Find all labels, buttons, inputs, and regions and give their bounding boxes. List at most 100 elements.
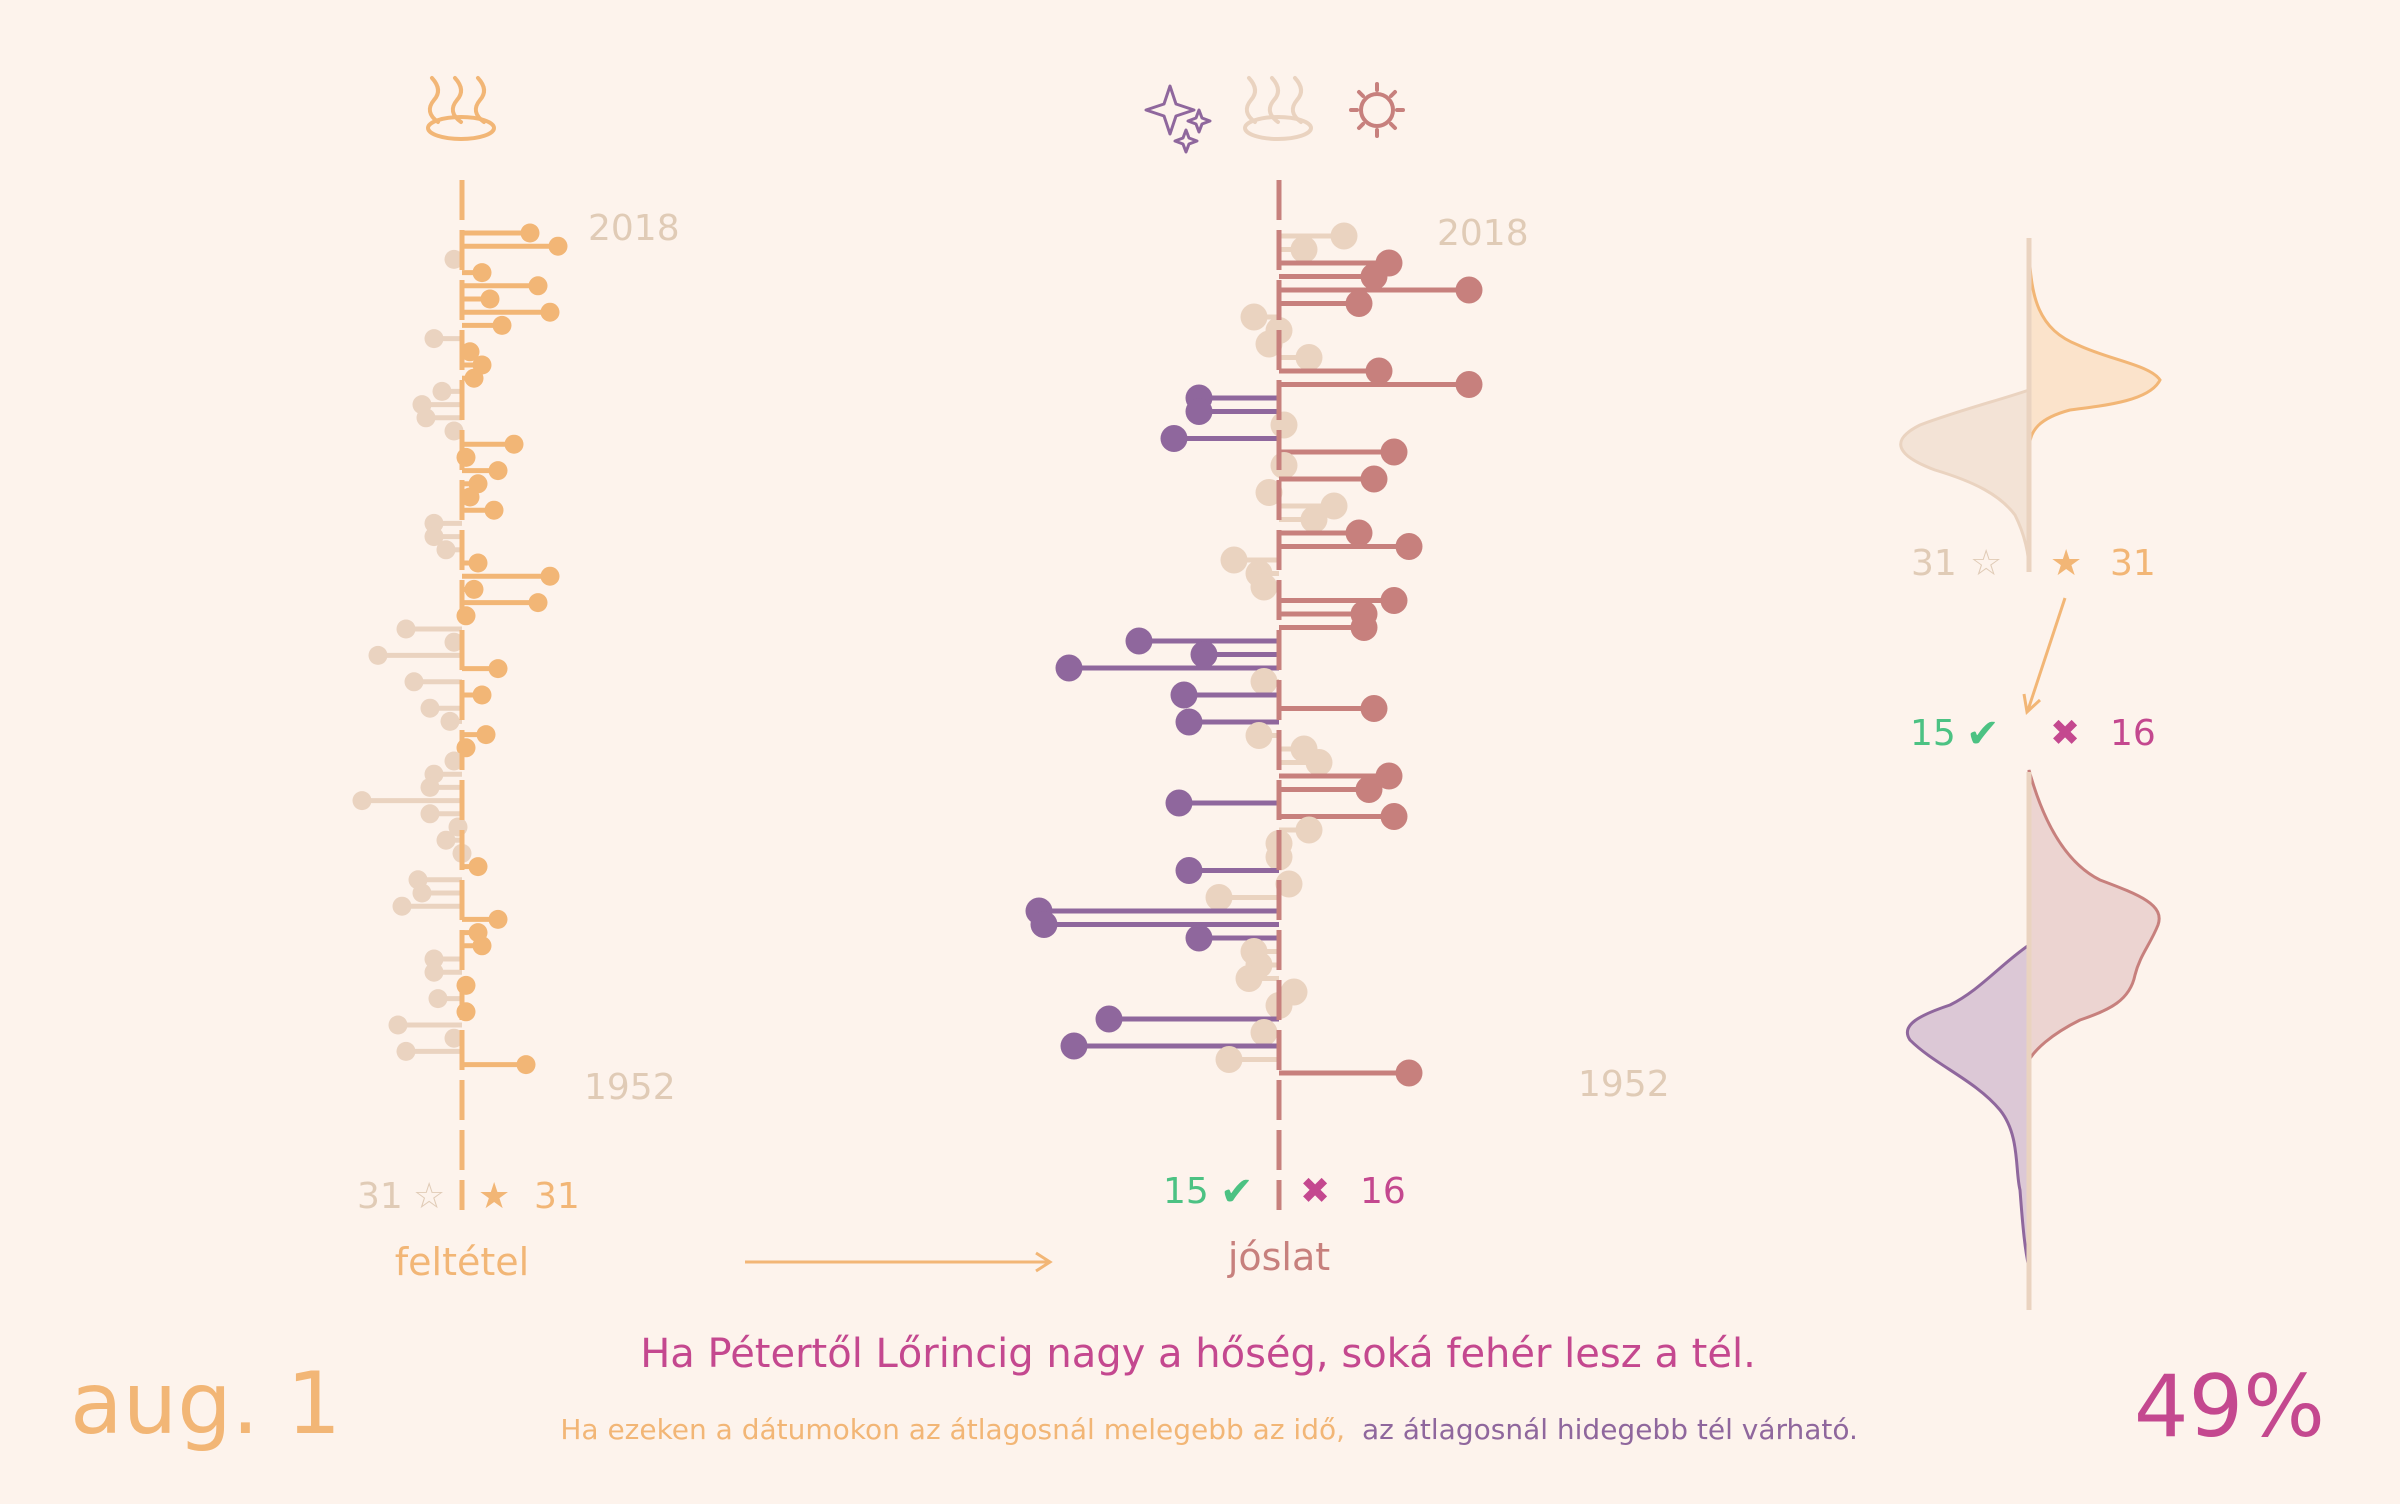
prediction-dot [1330,222,1358,250]
condition-dot [436,830,456,850]
condition-dot [468,857,488,877]
prediction-mark [1279,492,1348,520]
subtitle-prediction: az átlagosnál hidegebb tél várható. [1362,1413,1858,1446]
condition-mark [462,685,492,705]
prediction-mark [1279,533,1423,560]
mid-year-bottom: 1952 [1578,1064,1670,1105]
right-star-empty-icon: ☆ [1970,543,2002,584]
prediction-mark [1250,573,1279,601]
prediction-dot [1360,465,1388,493]
condition-dot [424,513,444,533]
condition-mark [462,223,540,243]
prediction-mark [1160,425,1279,452]
flow-arrow [745,1251,1053,1273]
prediction-dot [1250,668,1278,695]
condition-dot [444,1028,464,1048]
condition-dot [472,685,492,705]
condition-dot [456,447,476,467]
condition-mark [462,236,568,256]
prediction-dot [1255,479,1283,506]
condition-axis-label: feltétel [395,1240,529,1284]
condition-mark [424,329,462,349]
condition-mark [462,461,508,481]
condition-dot [444,751,464,771]
condition-mark [462,857,488,877]
prediction-dot [1320,492,1348,520]
prediction-dot [1175,708,1203,736]
prediction-dot [1190,641,1218,668]
condition-dot [404,672,424,692]
condition-dot [540,566,560,586]
condition-lollipops [352,223,568,1075]
mid-year-top: 2018 [1437,213,1529,254]
prediction-dot [1295,344,1323,371]
condition-dot [424,962,444,982]
condition-mark [352,791,462,811]
prediction-dot [1185,924,1213,952]
prediction-dot [1345,290,1373,317]
prediction-axis-label: jóslat [1227,1235,1330,1279]
condition-mark [396,1041,462,1061]
prediction-dot [1395,1059,1423,1087]
right-star-full-icon: ★ [2050,543,2082,584]
condition-dot [484,500,504,520]
right-count-wrong: 16 [2110,713,2156,754]
prediction-lollipops [1025,222,1483,1087]
condition-mark [462,553,488,573]
hot-springs-icon [426,76,496,141]
condition-mark [462,725,496,745]
prediction-dot [1360,695,1388,722]
right-count-not-met: 31 [1911,543,1957,584]
prediction-mark [1279,519,1373,547]
condition-dot [472,936,492,956]
sun-icon [1349,82,1405,138]
prediction-distribution [1906,769,2161,1269]
prediction-dot [1255,330,1283,358]
mid-count-correct: 15 [1163,1171,1209,1212]
prediction-mark [1279,587,1408,614]
prediction-mark [1030,911,1279,938]
condition-mark [420,804,462,824]
condition-mark [424,527,462,547]
condition-mark [462,659,508,679]
prediction-dot [1360,263,1388,290]
date-label: aug. 1 [70,1354,341,1454]
condition-mark [462,263,492,283]
mid-count-wrong: 16 [1360,1171,1406,1212]
condition-dot [480,289,500,309]
condition-mark [368,645,462,665]
prediction-mark [1279,276,1483,304]
prediction-mark [1025,897,1279,925]
condition-mark [436,830,462,850]
condition-dot [412,883,432,903]
prediction-mark [1279,776,1383,803]
prediction-mark [1165,789,1279,817]
condition-dot [460,342,480,362]
prediction-mark [1125,627,1279,655]
prediction-dot [1455,276,1483,304]
condition-mark [456,447,476,467]
prediction-dot [1030,911,1058,938]
condition-dot [424,329,444,349]
condition-mark [440,711,462,731]
condition-dot [460,487,480,507]
prediction-dot [1300,506,1328,533]
subtitle-condition: Ha ezeken a dátumokon az átlagosnál mele… [560,1413,1345,1446]
condition-distribution [1899,239,2162,571]
prediction-mark [1185,924,1279,952]
prediction-dot [1125,627,1153,655]
condition-mark [396,619,462,639]
condition-mark [462,289,500,309]
prediction-dot [1250,1019,1278,1046]
condition-mark [462,579,484,599]
condition-dot [476,725,496,745]
condition-mark [456,1002,476,1022]
condition-mark [462,276,548,296]
condition-dot [488,909,508,929]
check-icon: ✔ [1220,1169,1254,1215]
prediction-dot [1240,303,1268,331]
condition-dot [432,381,452,401]
prediction-mark [1279,803,1408,830]
prediction-mark [1250,1019,1279,1046]
